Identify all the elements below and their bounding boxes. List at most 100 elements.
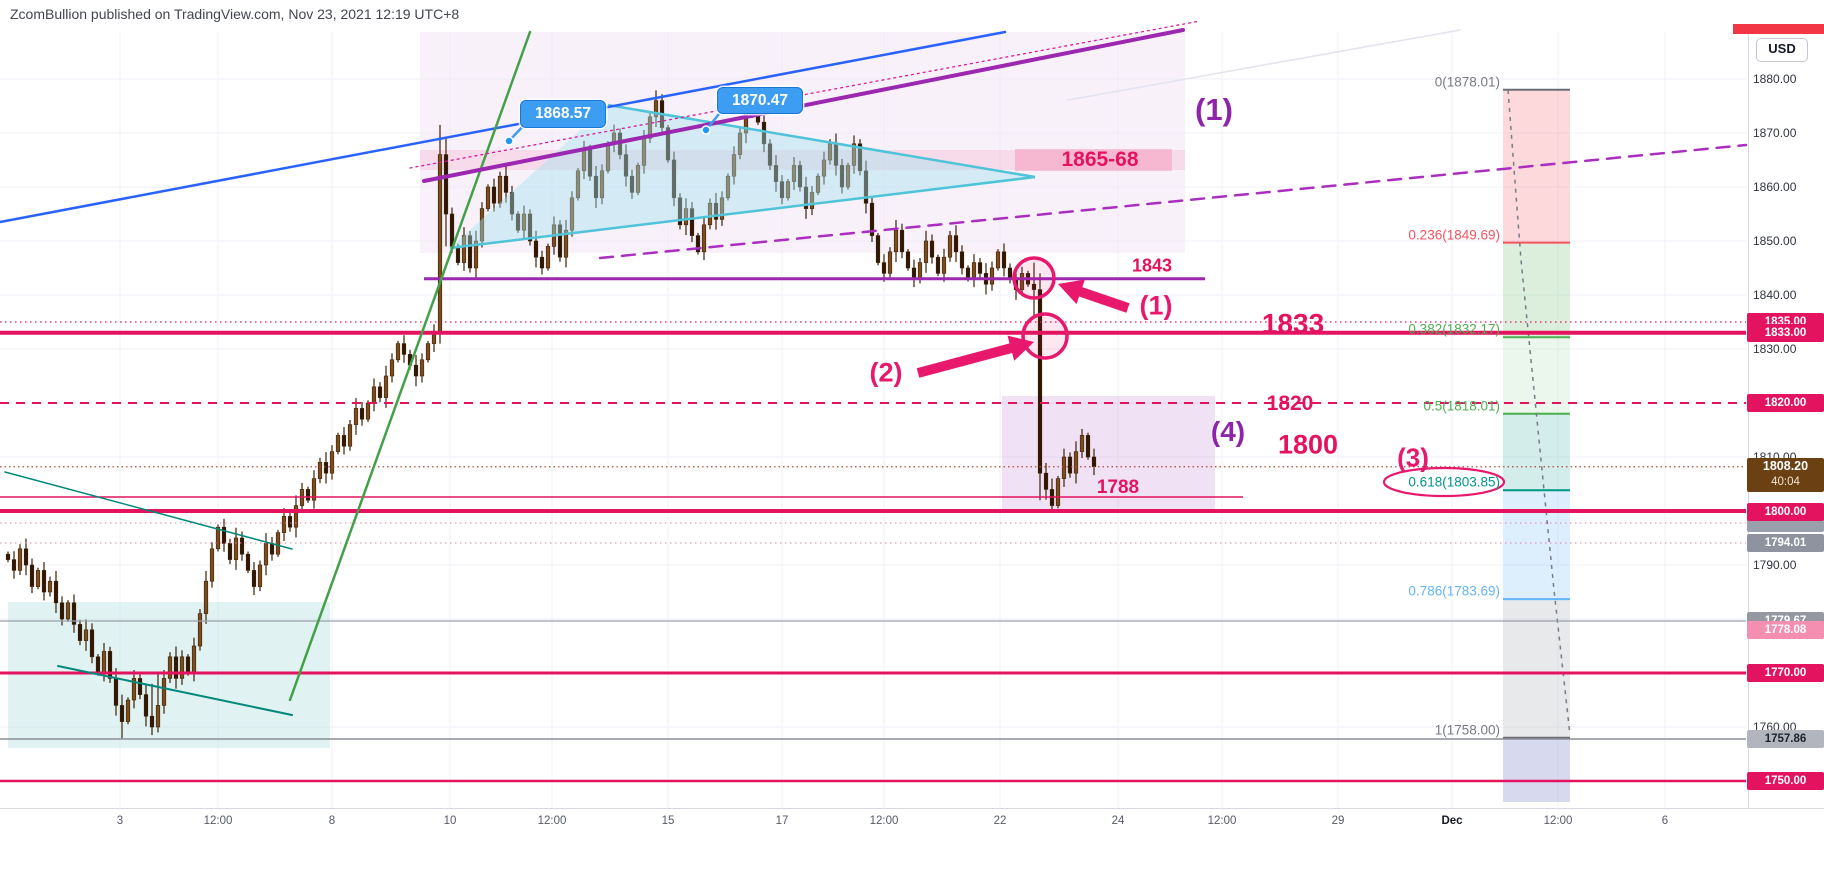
wave4-target-zone[interactable]: [1002, 396, 1215, 511]
price-label-chip: 1833.00: [1747, 324, 1824, 342]
price-level-text[interactable]: 1843: [1131, 255, 1173, 276]
candle: [437, 154, 443, 334]
candle: [215, 526, 221, 550]
candle: [95, 656, 101, 674]
candle: [923, 240, 929, 263]
candle: [131, 678, 137, 701]
wave-label[interactable]: (3): [1397, 442, 1429, 473]
candle: [539, 256, 545, 269]
candle: [533, 240, 539, 258]
currency-usd-button[interactable]: USD: [1756, 38, 1808, 62]
fib-projection-dashed-line[interactable]: [1507, 89, 1571, 736]
purple-dashed-projection[interactable]: [598, 143, 1748, 260]
resistance-band-1865-68[interactable]: [420, 150, 1185, 170]
candle: [875, 235, 881, 263]
time-tick-label: 12:00: [1207, 815, 1237, 827]
candle: [11, 559, 17, 571]
candle: [287, 516, 293, 528]
candle: [761, 121, 767, 145]
pennant-triangle-fill[interactable]: [450, 105, 1035, 248]
price-level-text[interactable]: 1865-68: [1061, 148, 1139, 171]
candle: [35, 570, 41, 587]
candle: [1061, 456, 1067, 479]
candle: [665, 127, 671, 161]
fib-0618-oval[interactable]: [1382, 466, 1506, 498]
candle: [707, 202, 713, 226]
candle: [503, 175, 509, 193]
candle: [797, 165, 803, 188]
candle: [371, 386, 377, 404]
candle: [383, 375, 389, 398]
footer-strip: TradingView: [0, 836, 1824, 873]
candle: [701, 224, 707, 253]
wave-label[interactable]: (1): [1139, 290, 1173, 321]
candle: [881, 262, 887, 274]
candle: [857, 143, 863, 172]
magenta-dotted-trendline[interactable]: [409, 20, 1201, 169]
candle: [197, 613, 203, 647]
fib-band: [1503, 89, 1570, 243]
fib-band: [1503, 413, 1570, 491]
candle: [221, 526, 227, 544]
candle: [311, 478, 317, 501]
candle: [107, 651, 113, 679]
faint-gray-diagonal[interactable]: [1067, 29, 1461, 101]
pennant-upper-edge[interactable]: [607, 103, 1036, 179]
price-level-text[interactable]: 1833: [1261, 308, 1325, 339]
price-level-text[interactable]: 1788: [1096, 477, 1140, 498]
candle: [647, 116, 653, 139]
price-axis[interactable]: [1748, 32, 1824, 808]
candle: [599, 170, 605, 199]
pennant-lower-edge[interactable]: [449, 175, 1036, 250]
candle: [959, 251, 965, 269]
time-tick-label: 8: [328, 815, 336, 827]
bar-countdown: 40:04: [1771, 476, 1800, 488]
teal-channel-lower[interactable]: [57, 665, 293, 716]
price-level-text[interactable]: 1800: [1277, 429, 1339, 460]
candle: [839, 165, 845, 188]
fib-band: [1503, 599, 1570, 738]
candle: [365, 402, 371, 420]
candle: [149, 715, 155, 728]
time-tick-label: 12:00: [537, 815, 567, 827]
teal-channel-upper[interactable]: [4, 471, 293, 550]
price-tick-label: 1870.00: [1753, 126, 1797, 140]
time-axis[interactable]: [0, 808, 1824, 837]
price-callout[interactable]: 1870.47: [717, 87, 803, 114]
time-tick-label: 17: [775, 815, 789, 827]
candle: [1043, 472, 1049, 490]
candle: [77, 624, 83, 641]
candle: [575, 170, 581, 199]
purple-trendline[interactable]: [422, 28, 1185, 183]
price-tick-label: 1840.00: [1753, 288, 1797, 302]
price-level-text[interactable]: 1820: [1266, 392, 1314, 415]
callout-anchor-dot[interactable]: [504, 136, 514, 146]
time-tick-label: 12:00: [869, 815, 899, 827]
candle: [635, 165, 641, 193]
wave-label[interactable]: (4): [1210, 416, 1246, 447]
candle: [179, 656, 185, 679]
candle: [851, 143, 857, 166]
candle: [59, 602, 65, 620]
price-label-chip: 1800.00: [1747, 503, 1824, 521]
callout-anchor-dot[interactable]: [701, 125, 711, 135]
price-label-chip: 1778.08: [1747, 621, 1824, 639]
candle: [893, 229, 899, 253]
candle: [773, 165, 779, 182]
green-trendline[interactable]: [288, 30, 532, 702]
candle: [689, 208, 695, 236]
wave-label[interactable]: (1): [1195, 92, 1233, 127]
arrow-to-1843-break[interactable]: [1058, 279, 1130, 313]
blue-trendline[interactable]: [0, 30, 1007, 224]
candle: [353, 408, 359, 425]
candle: [479, 208, 485, 242]
breakdown-circle-1833[interactable]: [1021, 312, 1069, 360]
price-callout[interactable]: 1868.57: [520, 100, 606, 128]
wave-label[interactable]: (2): [869, 357, 903, 388]
candle: [389, 359, 395, 377]
arrow-to-1833-break[interactable]: [916, 335, 1034, 378]
resistance-band-chip[interactable]: [1015, 149, 1172, 171]
breakdown-circle-1843[interactable]: [1012, 256, 1056, 300]
time-tick-label: 12:00: [203, 815, 233, 827]
